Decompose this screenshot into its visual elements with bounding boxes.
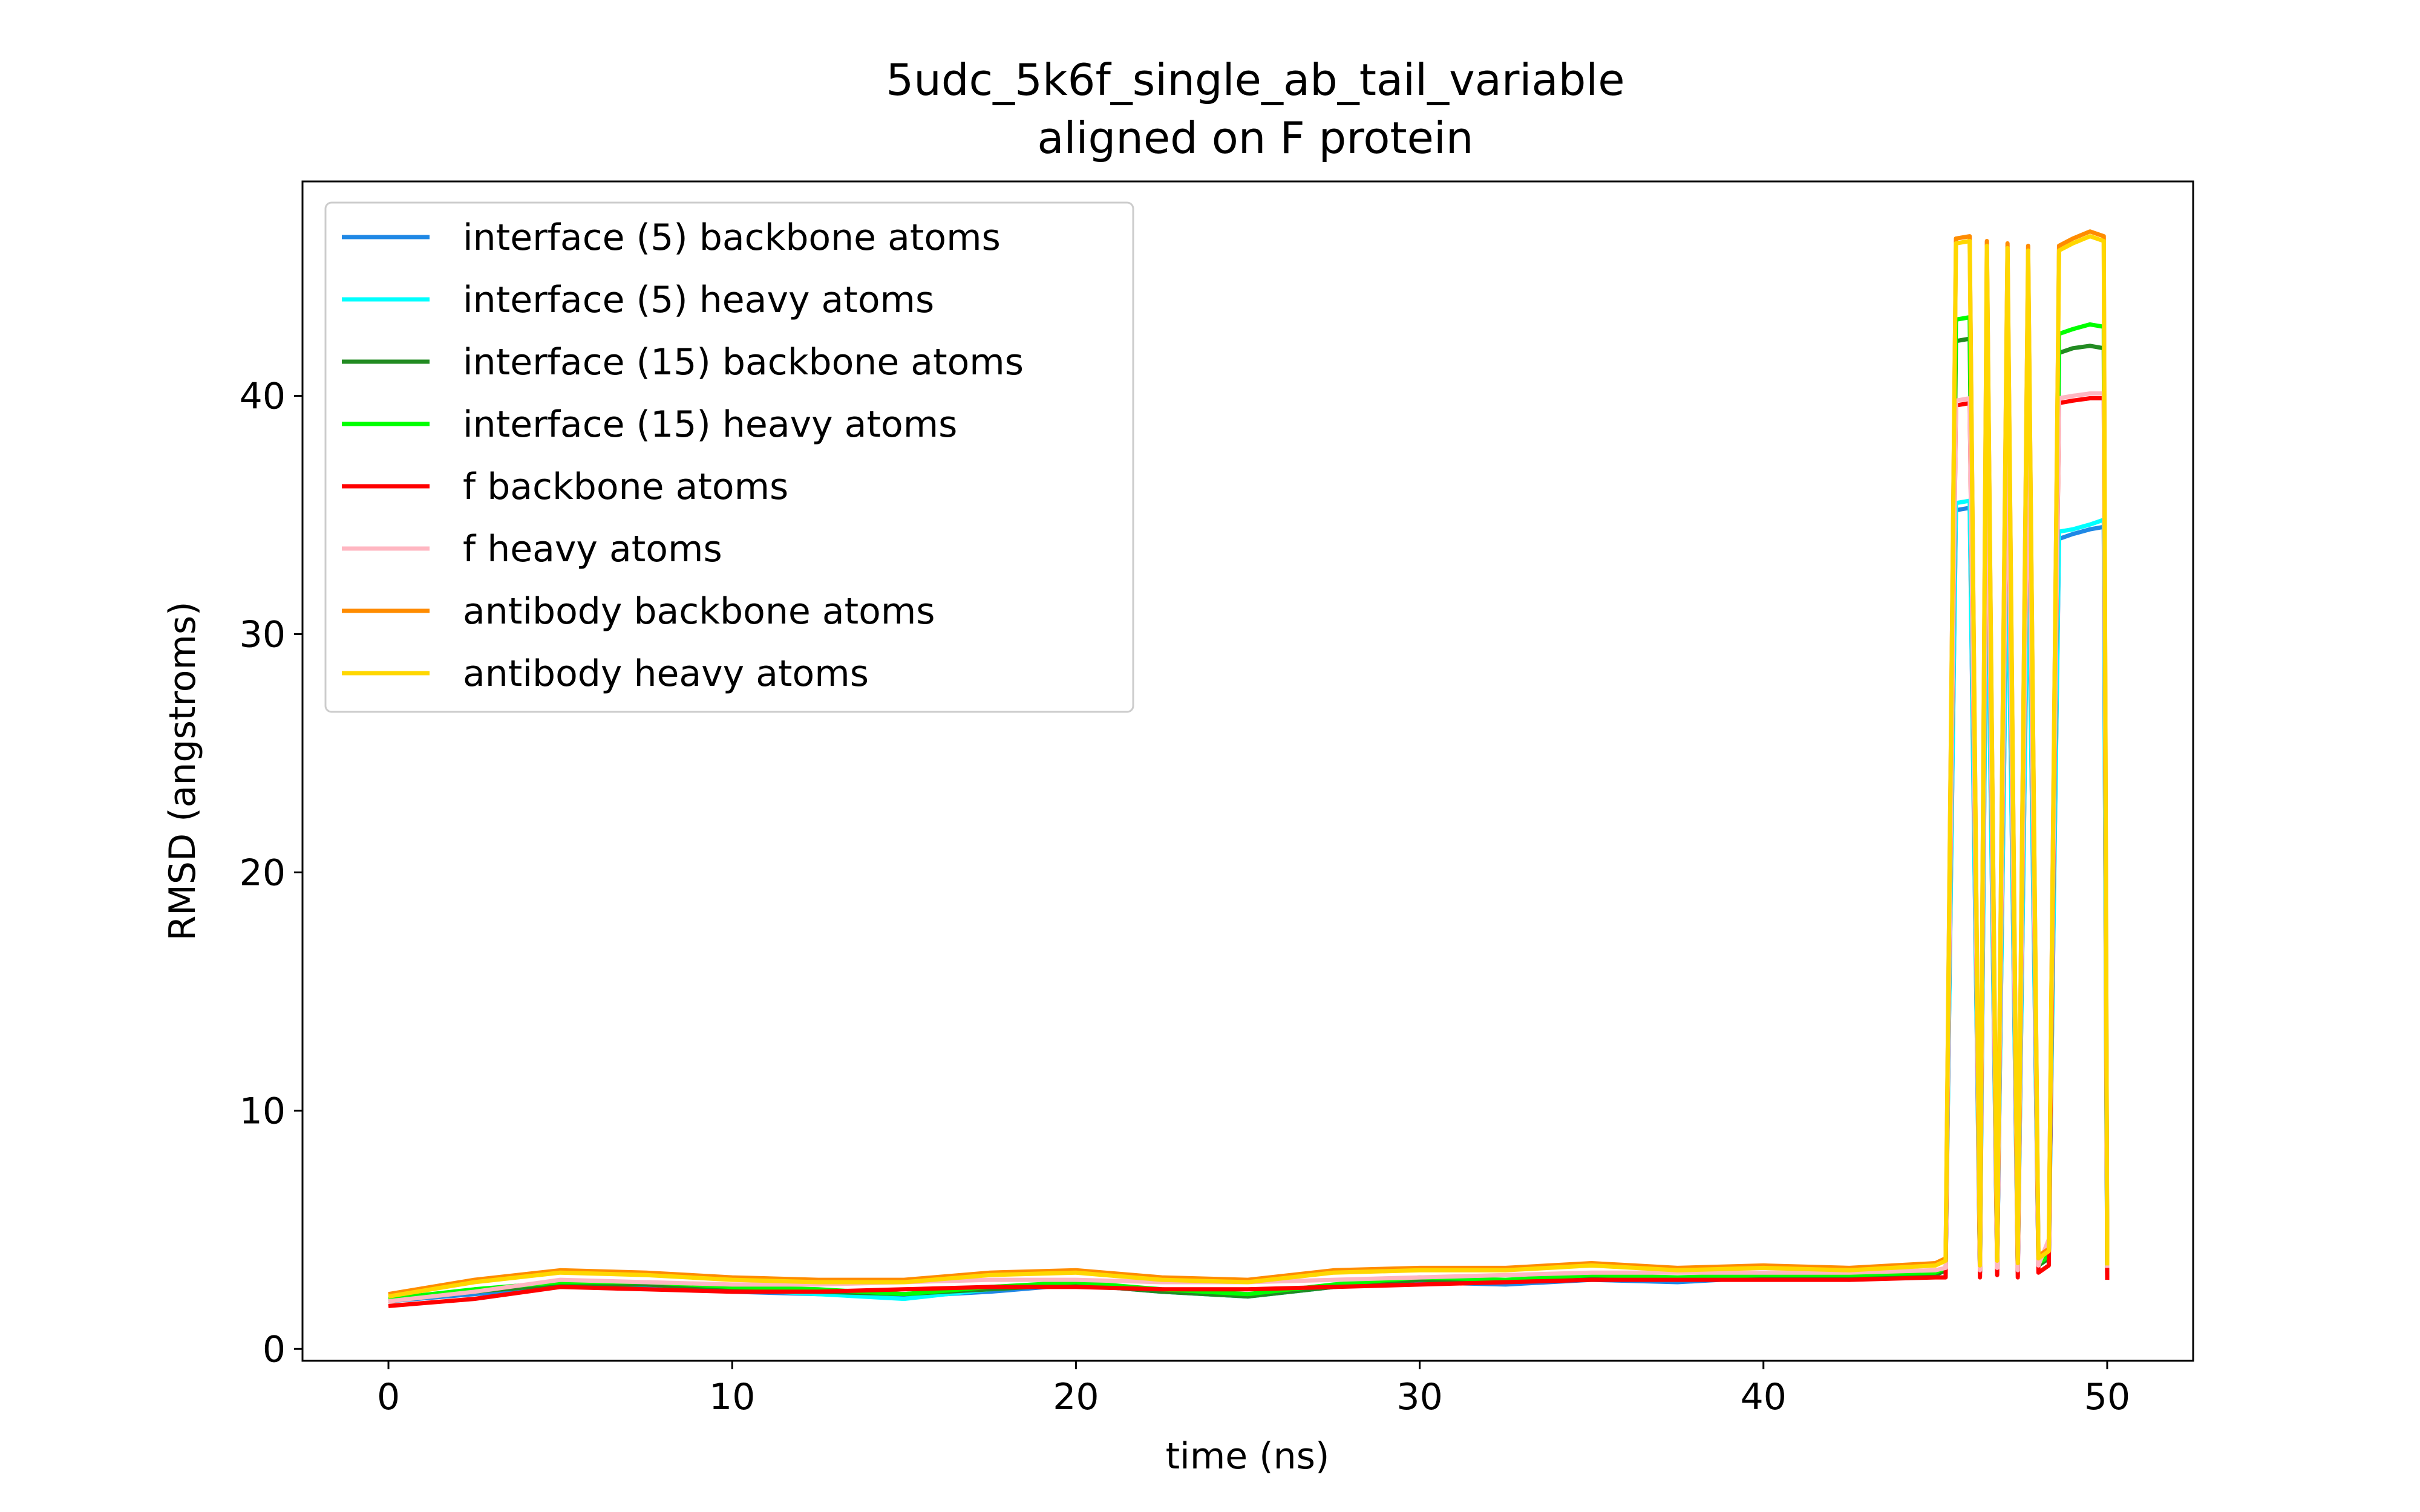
y-axis: 0 10 20 30 40 [240,376,302,1370]
x-tick-label: 30 [1396,1376,1442,1418]
y-tick-label: 30 [240,613,286,656]
legend: interface (5) backbone atoms interface (5… [324,201,1134,713]
legend-label: interface (5) heavy atoms [463,279,934,321]
plot-lines [388,229,2110,1308]
legend-label: antibody backbone atoms [463,590,935,633]
series-line-8 [388,234,2110,1299]
y-axis-label: RMSD (angstroms) [162,601,204,940]
legend-label: interface (15) heavy atoms [463,403,957,446]
y-tick-label: 10 [240,1090,286,1132]
legend-box [324,201,1134,713]
x-tick-label: 40 [1741,1376,1787,1418]
x-tick-label: 20 [1053,1376,1099,1418]
x-tick-label: 10 [709,1376,755,1418]
x-axis-label: time (ns) [1166,1435,1330,1478]
chart-title: 5udc_5k6f_single_ab_tail_variable [886,54,1624,105]
x-axis: 0 10 20 30 40 50 [377,1361,2130,1418]
x-tick-label: 50 [2084,1376,2130,1418]
x-tick-label: 0 [377,1376,400,1418]
legend-label: f backbone atoms [463,466,788,508]
legend-label: f heavy atoms [463,528,722,570]
y-tick-label: 20 [240,852,286,894]
legend-label: interface (15) backbone atoms [463,341,1024,383]
series-line-5 [388,396,2110,1308]
legend-label: interface (5) backbone atoms [463,217,1001,259]
y-tick-label: 0 [263,1328,286,1370]
chart-subtitle: aligned on F protein [1037,112,1473,163]
y-tick-label: 40 [240,376,286,418]
legend-label: antibody heavy atoms [463,653,869,695]
plot-frame [301,180,2194,1362]
